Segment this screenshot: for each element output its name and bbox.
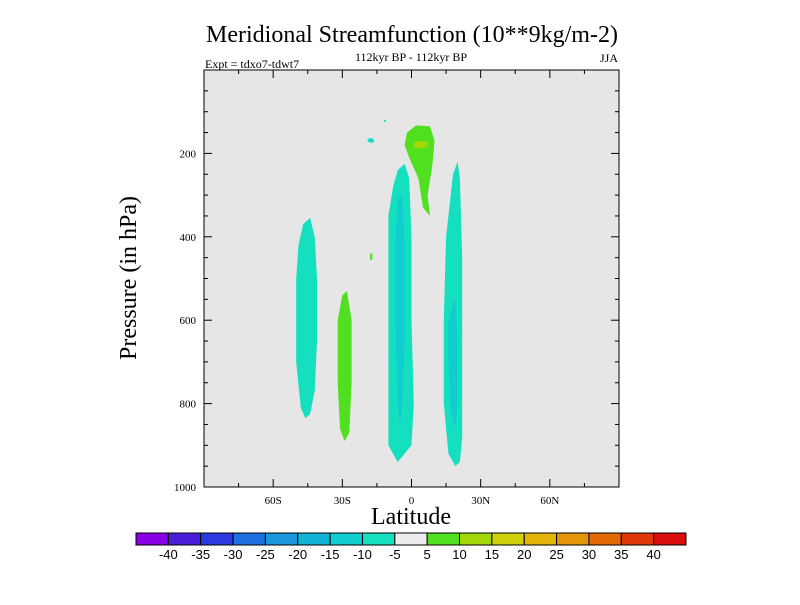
colorbar-swatch (297, 532, 331, 546)
contour-region-9 (383, 120, 387, 122)
x-axis-title: Latitude (371, 504, 451, 530)
colorbar-label: -40 (159, 547, 178, 562)
colorbar-label: 25 (549, 547, 563, 562)
colorbar-swatch (329, 532, 363, 546)
y-tick-label: 600 (180, 315, 197, 327)
y-axis-title: Pressure (in hPa) (116, 196, 142, 360)
contour-region-3 (395, 195, 405, 425)
contour-region-6 (404, 125, 435, 216)
chart-subtitle: 112kyr BP - 112kyr BP (355, 50, 467, 64)
colorbar-label: 30 (582, 547, 596, 562)
experiment-label: Expt = tdxo7-tdwt7 (205, 57, 299, 71)
contour-region-8 (367, 138, 375, 143)
colorbar-label: -35 (191, 547, 210, 562)
colorbar: -40 -35 -30 -25 -20 -15 -10 -5 5 10 15 20 25 30 35 40 (135, 532, 687, 562)
colorbar-swatch (426, 532, 461, 546)
x-tick-label: 60S (265, 495, 282, 507)
chart-title: Meridional Streamfunction (10**9kg/m-2) (206, 22, 618, 48)
colorbar-label: -30 (224, 547, 243, 562)
colorbar-label: 20 (517, 547, 531, 562)
contour-region-0 (296, 218, 317, 419)
contour-regions (296, 120, 463, 467)
season-label: JJA (600, 51, 618, 65)
x-tick-label: 30S (334, 495, 351, 507)
contour-region-1 (337, 291, 352, 442)
colorbar-swatch (264, 532, 299, 546)
colorbar-label: -5 (389, 547, 401, 562)
colorbar-swatch (491, 532, 525, 546)
colorbar-label: -10 (353, 547, 372, 562)
colorbar-swatch (394, 532, 428, 546)
colorbar-swatch (588, 532, 622, 546)
colorbar-swatch (232, 532, 266, 546)
colorbar-swatch (167, 532, 202, 546)
axis-ticks: 60S 30S 0 30N 60N 200 400 600 800 1000 (174, 70, 619, 507)
y-tick-label: 200 (180, 148, 197, 160)
colorbar-label: 35 (614, 547, 628, 562)
x-tick-label: 60N (540, 495, 559, 507)
contour-region-10 (370, 253, 373, 260)
colorbar-label: -15 (321, 547, 340, 562)
colorbar-swatch (361, 532, 396, 546)
contour-region-5 (448, 299, 458, 429)
colorbar-swatch (653, 532, 687, 546)
colorbar-swatch (620, 532, 655, 546)
y-tick-label: 800 (180, 399, 197, 411)
colorbar-swatch (523, 532, 558, 546)
x-tick-label: 30N (471, 495, 490, 507)
x-tick-label: 0 (409, 495, 415, 507)
colorbar-label: 10 (452, 547, 466, 562)
y-tick-label: 400 (180, 232, 197, 244)
colorbar-swatch (556, 532, 590, 546)
colorbar-label: -20 (288, 547, 307, 562)
y-tick-label: 1000 (174, 482, 197, 494)
colorbar-label: -25 (256, 547, 275, 562)
colorbar-swatch (135, 532, 169, 546)
colorbar-label: 5 (424, 547, 431, 562)
colorbar-swatch (459, 532, 493, 546)
contour-region-7 (413, 140, 428, 149)
colorbar-label: 40 (646, 547, 660, 562)
colorbar-swatch (200, 532, 234, 546)
colorbar-label: 15 (485, 547, 499, 562)
